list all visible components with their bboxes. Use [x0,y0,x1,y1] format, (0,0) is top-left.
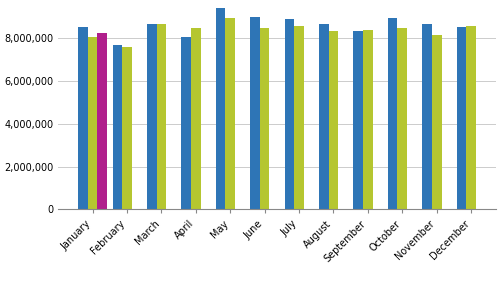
Bar [422,24,432,209]
Bar [112,45,122,209]
Bar [98,33,107,209]
Bar [319,24,328,209]
Bar [122,47,132,209]
Bar [147,24,156,209]
Bar [432,35,442,209]
Bar [284,19,294,209]
Bar [398,28,407,209]
Bar [456,26,466,209]
Bar [260,28,270,209]
Bar [328,31,338,209]
Bar [354,31,363,209]
Bar [466,26,476,209]
Bar [78,26,88,209]
Bar [216,8,226,209]
Bar [88,37,98,209]
Bar [182,37,191,209]
Bar [250,17,260,209]
Bar [156,24,166,209]
Bar [388,18,398,209]
Bar [363,30,372,209]
Bar [226,18,235,209]
Bar [294,26,304,209]
Bar [191,28,200,209]
